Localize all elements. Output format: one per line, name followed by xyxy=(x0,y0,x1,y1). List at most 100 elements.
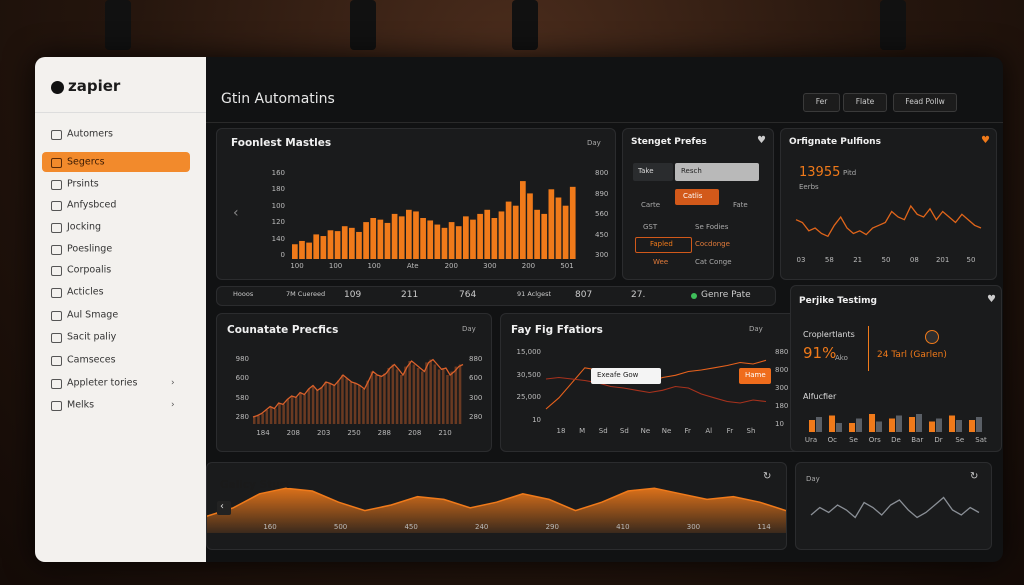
label: Wee xyxy=(653,258,669,266)
bar xyxy=(278,403,281,424)
nav-item[interactable]: Melks xyxy=(67,399,95,411)
stat: 109 xyxy=(344,290,362,300)
axis-label: De xyxy=(891,436,901,444)
header-button[interactable]: Flate xyxy=(843,93,887,112)
arrow: ‹ xyxy=(233,205,239,221)
bar xyxy=(491,218,498,259)
bar xyxy=(370,371,374,424)
line xyxy=(795,204,982,238)
panel-title: Perjike Testimg xyxy=(799,296,877,306)
button[interactable]: Catlis xyxy=(675,189,719,205)
axis-label: 290 xyxy=(545,523,559,531)
nav-item[interactable]: Segercs xyxy=(67,156,105,168)
status-dot xyxy=(691,293,697,299)
button-label[interactable]: Hame xyxy=(745,371,766,379)
bar xyxy=(370,218,377,259)
axis-label: 560 xyxy=(595,210,609,218)
axis-label: 15,000 xyxy=(516,348,542,356)
bar xyxy=(320,236,327,259)
bar xyxy=(498,211,505,259)
header-button[interactable]: Fead Pollw xyxy=(893,93,957,112)
axis-label: 08 xyxy=(909,256,919,264)
refresh: ↻ xyxy=(763,471,772,482)
bar xyxy=(286,399,290,424)
bar xyxy=(261,413,264,424)
nav-icon xyxy=(51,333,62,343)
axis-label: Ne xyxy=(640,427,651,435)
axis-label: Ors xyxy=(868,436,881,444)
stat: Genre Pate xyxy=(701,290,751,300)
nav-icon xyxy=(51,223,62,233)
header-button[interactable]: Fer xyxy=(803,93,840,112)
arrow-button[interactable]: ‹ xyxy=(217,501,231,515)
panel: Hooos 7M Cuereed 109 211 764 91 Aclgest 807 27.… xyxy=(216,286,776,306)
axis-label: Al xyxy=(705,427,713,435)
panel: Fay Fig Ffatiors Day 15,000 30,500 25,000 10 8… xyxy=(500,313,814,452)
nav-item[interactable]: Camseces xyxy=(67,354,116,366)
bar xyxy=(257,415,260,424)
bar xyxy=(299,392,302,424)
axis-label: 30,500 xyxy=(516,370,542,379)
bar xyxy=(512,205,519,259)
nav-item[interactable]: Aul Smage xyxy=(67,309,119,321)
search: Resch xyxy=(675,163,759,181)
axis-label: 280 xyxy=(235,413,249,421)
chip-label: Fapled xyxy=(650,240,673,248)
bar xyxy=(829,415,835,432)
nav-item[interactable]: Sacit paliy xyxy=(67,331,117,343)
bar xyxy=(387,368,390,424)
panel: Orfignate Pulfions ♥ 13955 Pitd Eerbs 03 58 21 5… xyxy=(780,128,997,280)
kpi-caption: Eerbs xyxy=(799,183,819,191)
nav-item[interactable]: Jocking xyxy=(67,221,102,233)
axis-label: 03 xyxy=(796,256,806,264)
axis-label: 580 xyxy=(235,393,249,402)
nav-item[interactable]: Poeslinge xyxy=(67,243,113,255)
nav-item[interactable]: Corpoalis xyxy=(67,264,112,276)
label: Fate xyxy=(733,201,748,209)
bar xyxy=(427,220,434,259)
chevron: › xyxy=(171,400,175,410)
button-label[interactable]: Fead Pollw xyxy=(905,97,945,106)
button-label[interactable]: Catlis xyxy=(683,192,703,200)
nav-item[interactable]: Prsints xyxy=(67,178,99,190)
panel: Perjike Testimg ♥ Croplertlants 91% Ako 24 Ta… xyxy=(790,285,1002,452)
select-label: Take xyxy=(638,167,654,175)
button[interactable]: Hame xyxy=(739,368,771,384)
bar xyxy=(265,410,269,424)
bar xyxy=(477,213,483,259)
nav-item[interactable]: Automers xyxy=(67,128,114,140)
axis-label: Oc xyxy=(827,436,837,444)
bar xyxy=(406,209,412,259)
bar xyxy=(569,186,576,259)
bar xyxy=(306,242,312,259)
badge xyxy=(925,330,939,344)
bar xyxy=(311,385,315,424)
nav-item[interactable]: Acticles xyxy=(67,286,104,298)
bar xyxy=(303,394,306,424)
bar xyxy=(541,213,548,259)
axis-label: 160 xyxy=(271,169,285,177)
chart xyxy=(207,487,786,533)
dashboard: zapier Automers Segercs Prsints Anfysbced Joc… xyxy=(35,57,1003,562)
bar xyxy=(856,418,862,432)
bar xyxy=(384,222,391,259)
button-label[interactable]: Flate xyxy=(855,97,875,106)
nav-item[interactable]: Appleter tories xyxy=(67,377,138,389)
bar xyxy=(269,406,273,424)
axis-label: 280 xyxy=(469,413,483,421)
bar xyxy=(274,408,277,424)
kpi-unit: Pitd xyxy=(843,169,857,177)
axis-label: 21 xyxy=(853,256,863,264)
axis-label: 201 xyxy=(935,256,950,264)
bar xyxy=(425,362,428,424)
bar xyxy=(345,378,348,424)
button-label[interactable]: Fer xyxy=(815,97,828,106)
panel-title: Counatate Precfics xyxy=(227,324,339,336)
nav-item[interactable]: Anfysbced xyxy=(67,199,117,211)
active-item[interactable] xyxy=(42,152,190,172)
axis-label: 300 xyxy=(469,393,483,402)
nav-icon xyxy=(51,158,62,168)
kpi: 13955 xyxy=(799,165,841,180)
nav-icon xyxy=(51,356,62,366)
